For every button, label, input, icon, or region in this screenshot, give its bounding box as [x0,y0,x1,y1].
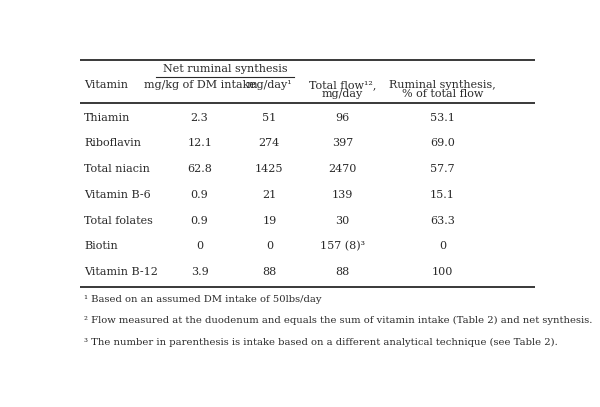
Text: Vitamin B-12: Vitamin B-12 [84,267,158,277]
Text: 3.9: 3.9 [191,267,208,277]
Text: Total flow¹²,: Total flow¹², [308,80,376,90]
Text: Total niacin: Total niacin [84,164,150,174]
Text: 139: 139 [332,190,353,200]
Text: 0: 0 [439,241,446,251]
Text: mg/day¹: mg/day¹ [247,80,292,90]
Text: 63.3: 63.3 [430,216,455,225]
Text: Riboflavin: Riboflavin [84,138,142,149]
Text: 12.1: 12.1 [187,138,212,149]
Text: mg/day: mg/day [322,89,363,99]
Text: % of total flow: % of total flow [401,89,483,99]
Text: 0: 0 [196,241,203,251]
Text: 0.9: 0.9 [191,190,208,200]
Text: Total folates: Total folates [84,216,153,225]
Text: 15.1: 15.1 [430,190,455,200]
Text: Biotin: Biotin [84,241,118,251]
Text: 30: 30 [335,216,349,225]
Text: ³ The number in parenthesis is intake based on a different analytical technique : ³ The number in parenthesis is intake ba… [84,337,558,347]
Text: 157 (8)³: 157 (8)³ [320,241,365,252]
Text: 2.3: 2.3 [191,113,208,123]
Text: 1425: 1425 [255,164,284,174]
Text: 2470: 2470 [328,164,356,174]
Text: ¹ Based on an assumed DM intake of 50lbs/day: ¹ Based on an assumed DM intake of 50lbs… [84,295,322,304]
Text: 0: 0 [266,241,273,251]
Text: 274: 274 [259,138,280,149]
Text: 53.1: 53.1 [430,113,455,123]
Text: 51: 51 [262,113,277,123]
Text: Ruminal synthesis,: Ruminal synthesis, [389,80,496,90]
Text: Vitamin B-6: Vitamin B-6 [84,190,151,200]
Text: Thiamin: Thiamin [84,113,131,123]
Text: 88: 88 [262,267,277,277]
Text: Net ruminal synthesis: Net ruminal synthesis [163,64,287,74]
Text: 57.7: 57.7 [430,164,455,174]
Text: 100: 100 [431,267,453,277]
Text: 19: 19 [262,216,277,225]
Text: 397: 397 [332,138,353,149]
Text: 21: 21 [262,190,277,200]
Text: 62.8: 62.8 [187,164,212,174]
Text: 88: 88 [335,267,349,277]
Text: 96: 96 [335,113,349,123]
Text: Vitamin: Vitamin [84,80,128,90]
Text: mg/kg of DM intake: mg/kg of DM intake [143,80,256,90]
Text: 0.9: 0.9 [191,216,208,225]
Text: ² Flow measured at the duodenum and equals the sum of vitamin intake (Table 2) a: ² Flow measured at the duodenum and equa… [84,316,593,325]
Text: 69.0: 69.0 [430,138,455,149]
